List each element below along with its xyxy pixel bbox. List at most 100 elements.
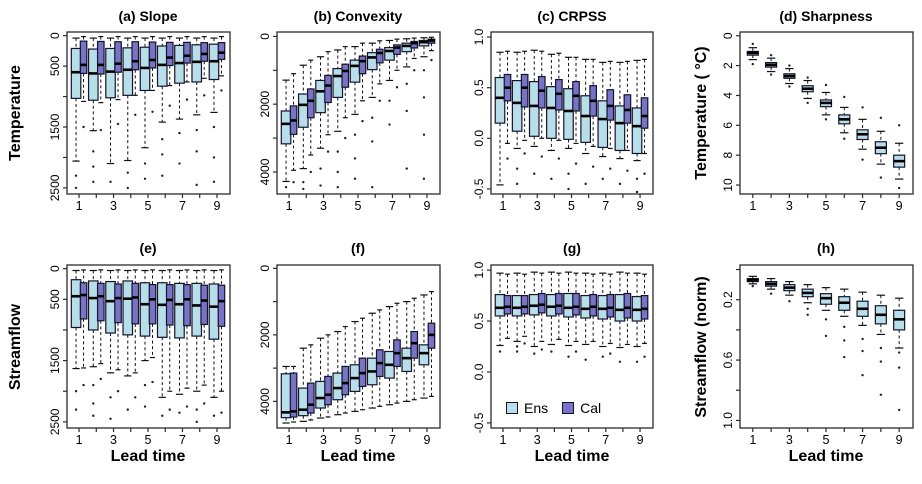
svg-text:1: 1 — [500, 199, 507, 213]
panel-f-series-ens — [280, 294, 430, 424]
svg-text:5: 5 — [355, 199, 362, 213]
svg-text:0.5: 0.5 — [472, 312, 486, 329]
panel-g-series-cal — [503, 272, 649, 358]
svg-text:2: 2 — [721, 62, 735, 69]
svg-text:5: 5 — [568, 199, 575, 213]
svg-text:1500: 1500 — [48, 113, 62, 140]
svg-text:7: 7 — [602, 433, 609, 447]
svg-text:0: 0 — [48, 32, 62, 39]
panel-c-series-cal — [503, 50, 649, 175]
panel-d-series-ens — [746, 42, 906, 190]
svg-text:9: 9 — [637, 199, 644, 213]
svg-text:1500: 1500 — [48, 347, 62, 374]
panel-b-series-ens — [280, 37, 430, 191]
svg-text:9: 9 — [896, 433, 903, 447]
panel-f-plot: 0 2000 4000 1 3 5 7 9 — [258, 264, 441, 447]
svg-text:500: 500 — [48, 56, 62, 76]
panel-b-series-cal — [289, 36, 436, 184]
panel-g-title: (g) — [563, 240, 581, 256]
svg-text:1: 1 — [286, 199, 293, 213]
svg-text:8: 8 — [721, 152, 735, 159]
svg-text:9: 9 — [213, 199, 220, 213]
lead-time-label-f: Lead time — [320, 448, 396, 465]
svg-text:5: 5 — [823, 433, 830, 447]
svg-text:2000: 2000 — [258, 321, 272, 348]
svg-text:2000: 2000 — [258, 91, 272, 118]
panel-a-series-ens — [70, 37, 220, 190]
panel-e-plot: 0 500 1500 2500 1 3 5 7 9 — [48, 264, 231, 447]
panel-h-plot: 0.2 0.6 1.0 1 3 5 7 9 — [721, 264, 914, 447]
svg-text:5: 5 — [568, 433, 575, 447]
svg-text:3: 3 — [534, 433, 541, 447]
svg-text:0: 0 — [258, 33, 272, 40]
svg-text:3: 3 — [110, 433, 117, 447]
panel-a-title: (a) Slope — [118, 8, 178, 24]
svg-text:4000: 4000 — [258, 388, 272, 415]
svg-text:1.0: 1.0 — [721, 412, 735, 429]
panel-a-series-cal — [79, 35, 226, 132]
streamflow-row-axis-label: Streamflow — [7, 303, 24, 391]
svg-text:3: 3 — [786, 199, 793, 213]
svg-text:5: 5 — [145, 433, 152, 447]
cal-swatch-icon — [562, 402, 575, 414]
legend-item-ens: Ens — [506, 400, 548, 416]
svg-text:9: 9 — [896, 199, 903, 213]
svg-text:-0.5: -0.5 — [472, 178, 486, 199]
panel-f-series-cal — [289, 291, 436, 423]
svg-text:9: 9 — [213, 433, 220, 447]
svg-text:1: 1 — [500, 433, 507, 447]
ens-swatch-icon — [506, 402, 518, 414]
svg-text:7: 7 — [389, 199, 396, 213]
panel-e-series-ens — [70, 269, 220, 424]
svg-text:5: 5 — [355, 433, 362, 447]
panel-e-series-cal — [79, 269, 226, 414]
svg-text:7: 7 — [859, 199, 866, 213]
svg-text:9: 9 — [637, 433, 644, 447]
svg-text:7: 7 — [179, 433, 186, 447]
svg-text:0: 0 — [721, 32, 735, 39]
lead-time-label-g: Lead time — [534, 448, 610, 465]
svg-text:3: 3 — [534, 199, 541, 213]
svg-text:2500: 2500 — [48, 408, 62, 435]
svg-text:3: 3 — [320, 433, 327, 447]
panel-f-title: (f) — [351, 240, 365, 256]
panel-h-series-ens — [746, 275, 906, 412]
svg-text:1.0: 1.0 — [472, 261, 486, 278]
panel-a-plot: 0 500 1500 2500 1 3 5 7 9 — [48, 31, 231, 213]
svg-text:500: 500 — [48, 289, 62, 309]
svg-text:7: 7 — [859, 433, 866, 447]
legend: Ens Cal — [506, 400, 601, 416]
panel-b-title: (b) Convexity — [313, 8, 403, 24]
svg-text:-0.5: -0.5 — [472, 412, 486, 433]
svg-text:5: 5 — [823, 199, 830, 213]
streamflow-norm-axis-label: Streamflow (norm) — [693, 276, 710, 418]
svg-text:3: 3 — [110, 199, 117, 213]
panel-g-plot: -0.5 0.0 0.5 1.0 1 3 5 7 9 — [472, 261, 654, 447]
svg-text:4000: 4000 — [258, 158, 272, 185]
svg-text:0.0: 0.0 — [472, 130, 486, 147]
svg-text:1: 1 — [286, 433, 293, 447]
panel-e-title: (e) — [139, 240, 157, 256]
svg-text:0.6: 0.6 — [721, 351, 735, 368]
svg-text:2500: 2500 — [48, 174, 62, 201]
legend-item-cal: Cal — [562, 400, 601, 416]
panel-d-title: (d) Sharpness — [779, 8, 873, 24]
legend-label-cal: Cal — [580, 400, 602, 416]
svg-text:0.0: 0.0 — [472, 363, 486, 380]
svg-text:1.0: 1.0 — [472, 28, 486, 45]
svg-text:7: 7 — [389, 433, 396, 447]
panel-b-plot: 0 2000 4000 1 3 5 7 9 — [258, 31, 441, 213]
panel-d-plot: 0 2 4 6 8 10 1 3 5 7 9 — [721, 31, 914, 213]
svg-text:5: 5 — [145, 199, 152, 213]
svg-text:10: 10 — [721, 178, 735, 192]
svg-text:1: 1 — [76, 433, 83, 447]
svg-text:9: 9 — [423, 199, 430, 213]
panel-g-series-ens — [494, 271, 643, 363]
svg-text:1: 1 — [76, 199, 83, 213]
svg-text:0: 0 — [48, 265, 62, 272]
svg-text:1: 1 — [749, 199, 756, 213]
svg-text:0: 0 — [258, 265, 272, 272]
svg-text:6: 6 — [721, 122, 735, 129]
